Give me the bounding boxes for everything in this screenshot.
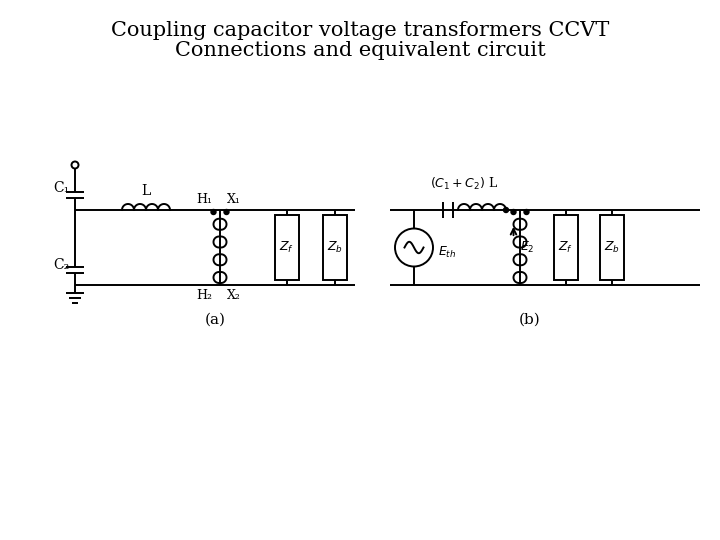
Circle shape (503, 207, 508, 213)
Bar (600, 215, 624, 280)
Text: Coupling capacitor voltage transformers CCVT: Coupling capacitor voltage transformers … (111, 21, 609, 39)
Text: X₂: X₂ (227, 289, 241, 302)
Text: C₁: C₁ (53, 181, 69, 195)
Bar (554, 215, 577, 280)
Text: $Z_b$: $Z_b$ (327, 240, 343, 255)
Text: $Z_b$: $Z_b$ (603, 240, 619, 255)
Text: $Z_f$: $Z_f$ (279, 240, 294, 255)
Bar (323, 215, 347, 280)
Text: C₂: C₂ (53, 258, 69, 272)
Circle shape (224, 210, 229, 214)
Text: (a): (a) (204, 313, 225, 327)
Text: $E_2$: $E_2$ (520, 240, 534, 255)
Circle shape (211, 210, 216, 214)
Circle shape (524, 210, 529, 214)
Text: L: L (141, 184, 150, 198)
Text: H₁: H₁ (196, 193, 212, 206)
Circle shape (511, 210, 516, 214)
Text: $Z_f$: $Z_f$ (558, 240, 573, 255)
Text: X₁: X₁ (227, 193, 241, 206)
Text: Connections and equivalent circuit: Connections and equivalent circuit (175, 40, 545, 59)
Bar (275, 215, 299, 280)
Text: (b): (b) (519, 313, 541, 327)
Text: H₂: H₂ (196, 289, 212, 302)
Text: $E_{th}$: $E_{th}$ (438, 245, 456, 260)
Text: $(C_1+C_2)$ L: $(C_1+C_2)$ L (430, 176, 498, 192)
